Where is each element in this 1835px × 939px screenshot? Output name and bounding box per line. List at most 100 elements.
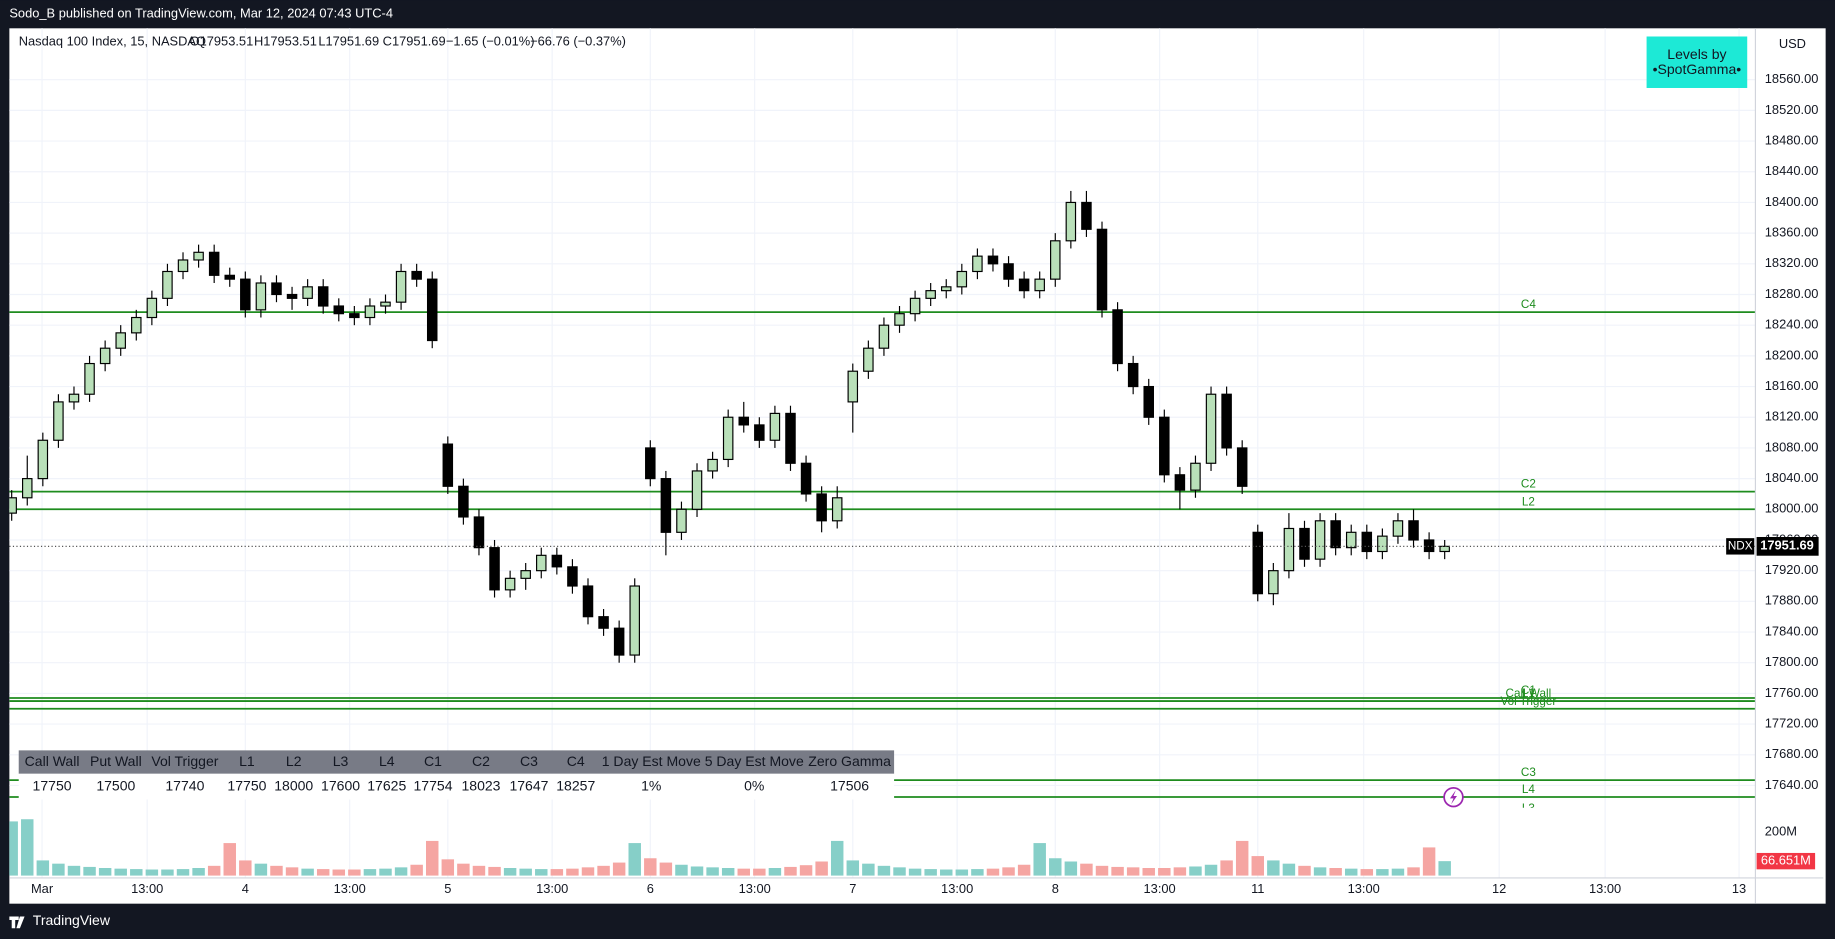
y-tick-label: 18400.00: [1765, 194, 1819, 209]
volume-bar: [1251, 856, 1264, 876]
volume-bar: [1142, 868, 1155, 876]
volume-bar: [192, 868, 205, 876]
candle-body: [99, 347, 111, 365]
volume-bar: [644, 858, 657, 876]
candle-body: [567, 566, 578, 587]
volume-bar: [1220, 860, 1233, 876]
y-tick-label: 17720.00: [1765, 715, 1819, 730]
candle-body: [333, 305, 345, 315]
candle-body: [878, 324, 890, 349]
level-label: L2: [1522, 495, 1535, 508]
candle-body: [536, 554, 547, 572]
volume-bar: [472, 865, 486, 876]
candle-body: [146, 297, 158, 319]
volume-bar: [1189, 866, 1202, 876]
table-header: L2: [286, 753, 302, 769]
table-header: Put Wall: [90, 753, 142, 769]
brand: TradingView: [33, 912, 111, 928]
candle-body: [1361, 531, 1373, 553]
volume-bar: [1173, 867, 1187, 876]
legend: Nasdaq 100 Index, 15, NASDAQ O17953.51 H…: [19, 34, 626, 49]
candle-body: [53, 401, 64, 441]
candle-body: [380, 301, 391, 307]
y-tick-label: 18520.00: [1765, 102, 1819, 117]
candle-body: [37, 439, 49, 480]
volume-bar: [1344, 868, 1358, 876]
volume-bar: [1282, 863, 1296, 876]
x-tick-label: 13:00: [1589, 881, 1621, 896]
legend-symbol: Nasdaq 100 Index, 15, NASDAQ: [19, 34, 206, 49]
alert-icon[interactable]: [1443, 786, 1464, 808]
legend-change: −1.65 (−0.01%): [446, 34, 535, 49]
candle-body: [1299, 527, 1310, 560]
volume-bar: [581, 867, 595, 876]
x-tick-label: 11: [1251, 881, 1264, 896]
candle-body: [1236, 447, 1248, 487]
volume-bar: [161, 869, 174, 876]
volume-bar: [815, 861, 828, 876]
table-header-bg: [18, 750, 895, 774]
volume-bar: [986, 868, 1000, 876]
candle-body: [551, 554, 563, 568]
candle-body: [940, 286, 952, 292]
level-label: C2: [1521, 478, 1536, 491]
candle-body: [1408, 520, 1419, 541]
volume-bar: [519, 868, 532, 876]
candle-body: [504, 577, 516, 591]
candle-body: [1268, 570, 1279, 595]
candle-body: [754, 424, 765, 441]
candle-body: [1190, 462, 1201, 491]
table-header: Call Wall: [25, 753, 80, 769]
candle-body: [1018, 278, 1030, 292]
volume-bar: [675, 864, 688, 876]
volume-bar: [862, 863, 875, 876]
candle-body: [1112, 309, 1123, 365]
volume-bar: [659, 862, 673, 876]
publisher: Sodo_B published on TradingView.com, Mar…: [9, 6, 393, 21]
candle-body: [255, 282, 267, 311]
y-tick-label: 17760.00: [1765, 685, 1819, 700]
candle-body: [302, 286, 313, 299]
candle-body: [458, 485, 469, 518]
badge-line2: •SpotGamma•: [1653, 61, 1742, 77]
levels-table: Call Wall 17750 Put Wall 17500 Vol Trigger 17…: [18, 750, 895, 800]
footer: TradingView: [9, 912, 111, 929]
candle-body: [1127, 362, 1139, 388]
x-tick-label: 13: [1732, 881, 1746, 896]
table-value: 18000: [274, 777, 313, 793]
candle-body: [1050, 240, 1061, 280]
candle-body: [1159, 416, 1170, 476]
x-tick-label: 6: [647, 881, 654, 896]
y-tick-label: 18000.00: [1765, 501, 1819, 516]
volume-bar: [1267, 860, 1280, 876]
candle-body: [831, 497, 843, 522]
candle-body: [1174, 474, 1186, 491]
y-tick-label: 18240.00: [1765, 317, 1819, 332]
volume-bar: [457, 863, 470, 876]
candle-body: [613, 627, 625, 656]
volume-bar: [145, 869, 159, 876]
candle-body: [1314, 520, 1326, 560]
candle-body: [645, 447, 656, 480]
volume-bar: [830, 840, 844, 876]
legend-high: H17953.51: [254, 34, 317, 49]
y-tick-label: 17840.00: [1765, 623, 1819, 638]
candle-body: [84, 362, 95, 395]
candle-body: [1205, 393, 1217, 464]
volume-bar: [1438, 861, 1451, 876]
volume-bar: [628, 843, 641, 876]
volume-bar: [67, 865, 81, 876]
y-tick-label: 18560.00: [1765, 71, 1819, 86]
x-tick-label: 12: [1492, 881, 1506, 896]
volume-bar: [1158, 868, 1171, 876]
candle-body: [987, 255, 999, 265]
table-header: L4: [379, 753, 395, 769]
candle-body: [240, 278, 251, 311]
candle-body: [769, 412, 781, 441]
volume-bar: [1298, 865, 1311, 876]
volume-bar: [1329, 868, 1342, 876]
candle-body: [676, 508, 687, 533]
volume-bar: [379, 868, 392, 876]
